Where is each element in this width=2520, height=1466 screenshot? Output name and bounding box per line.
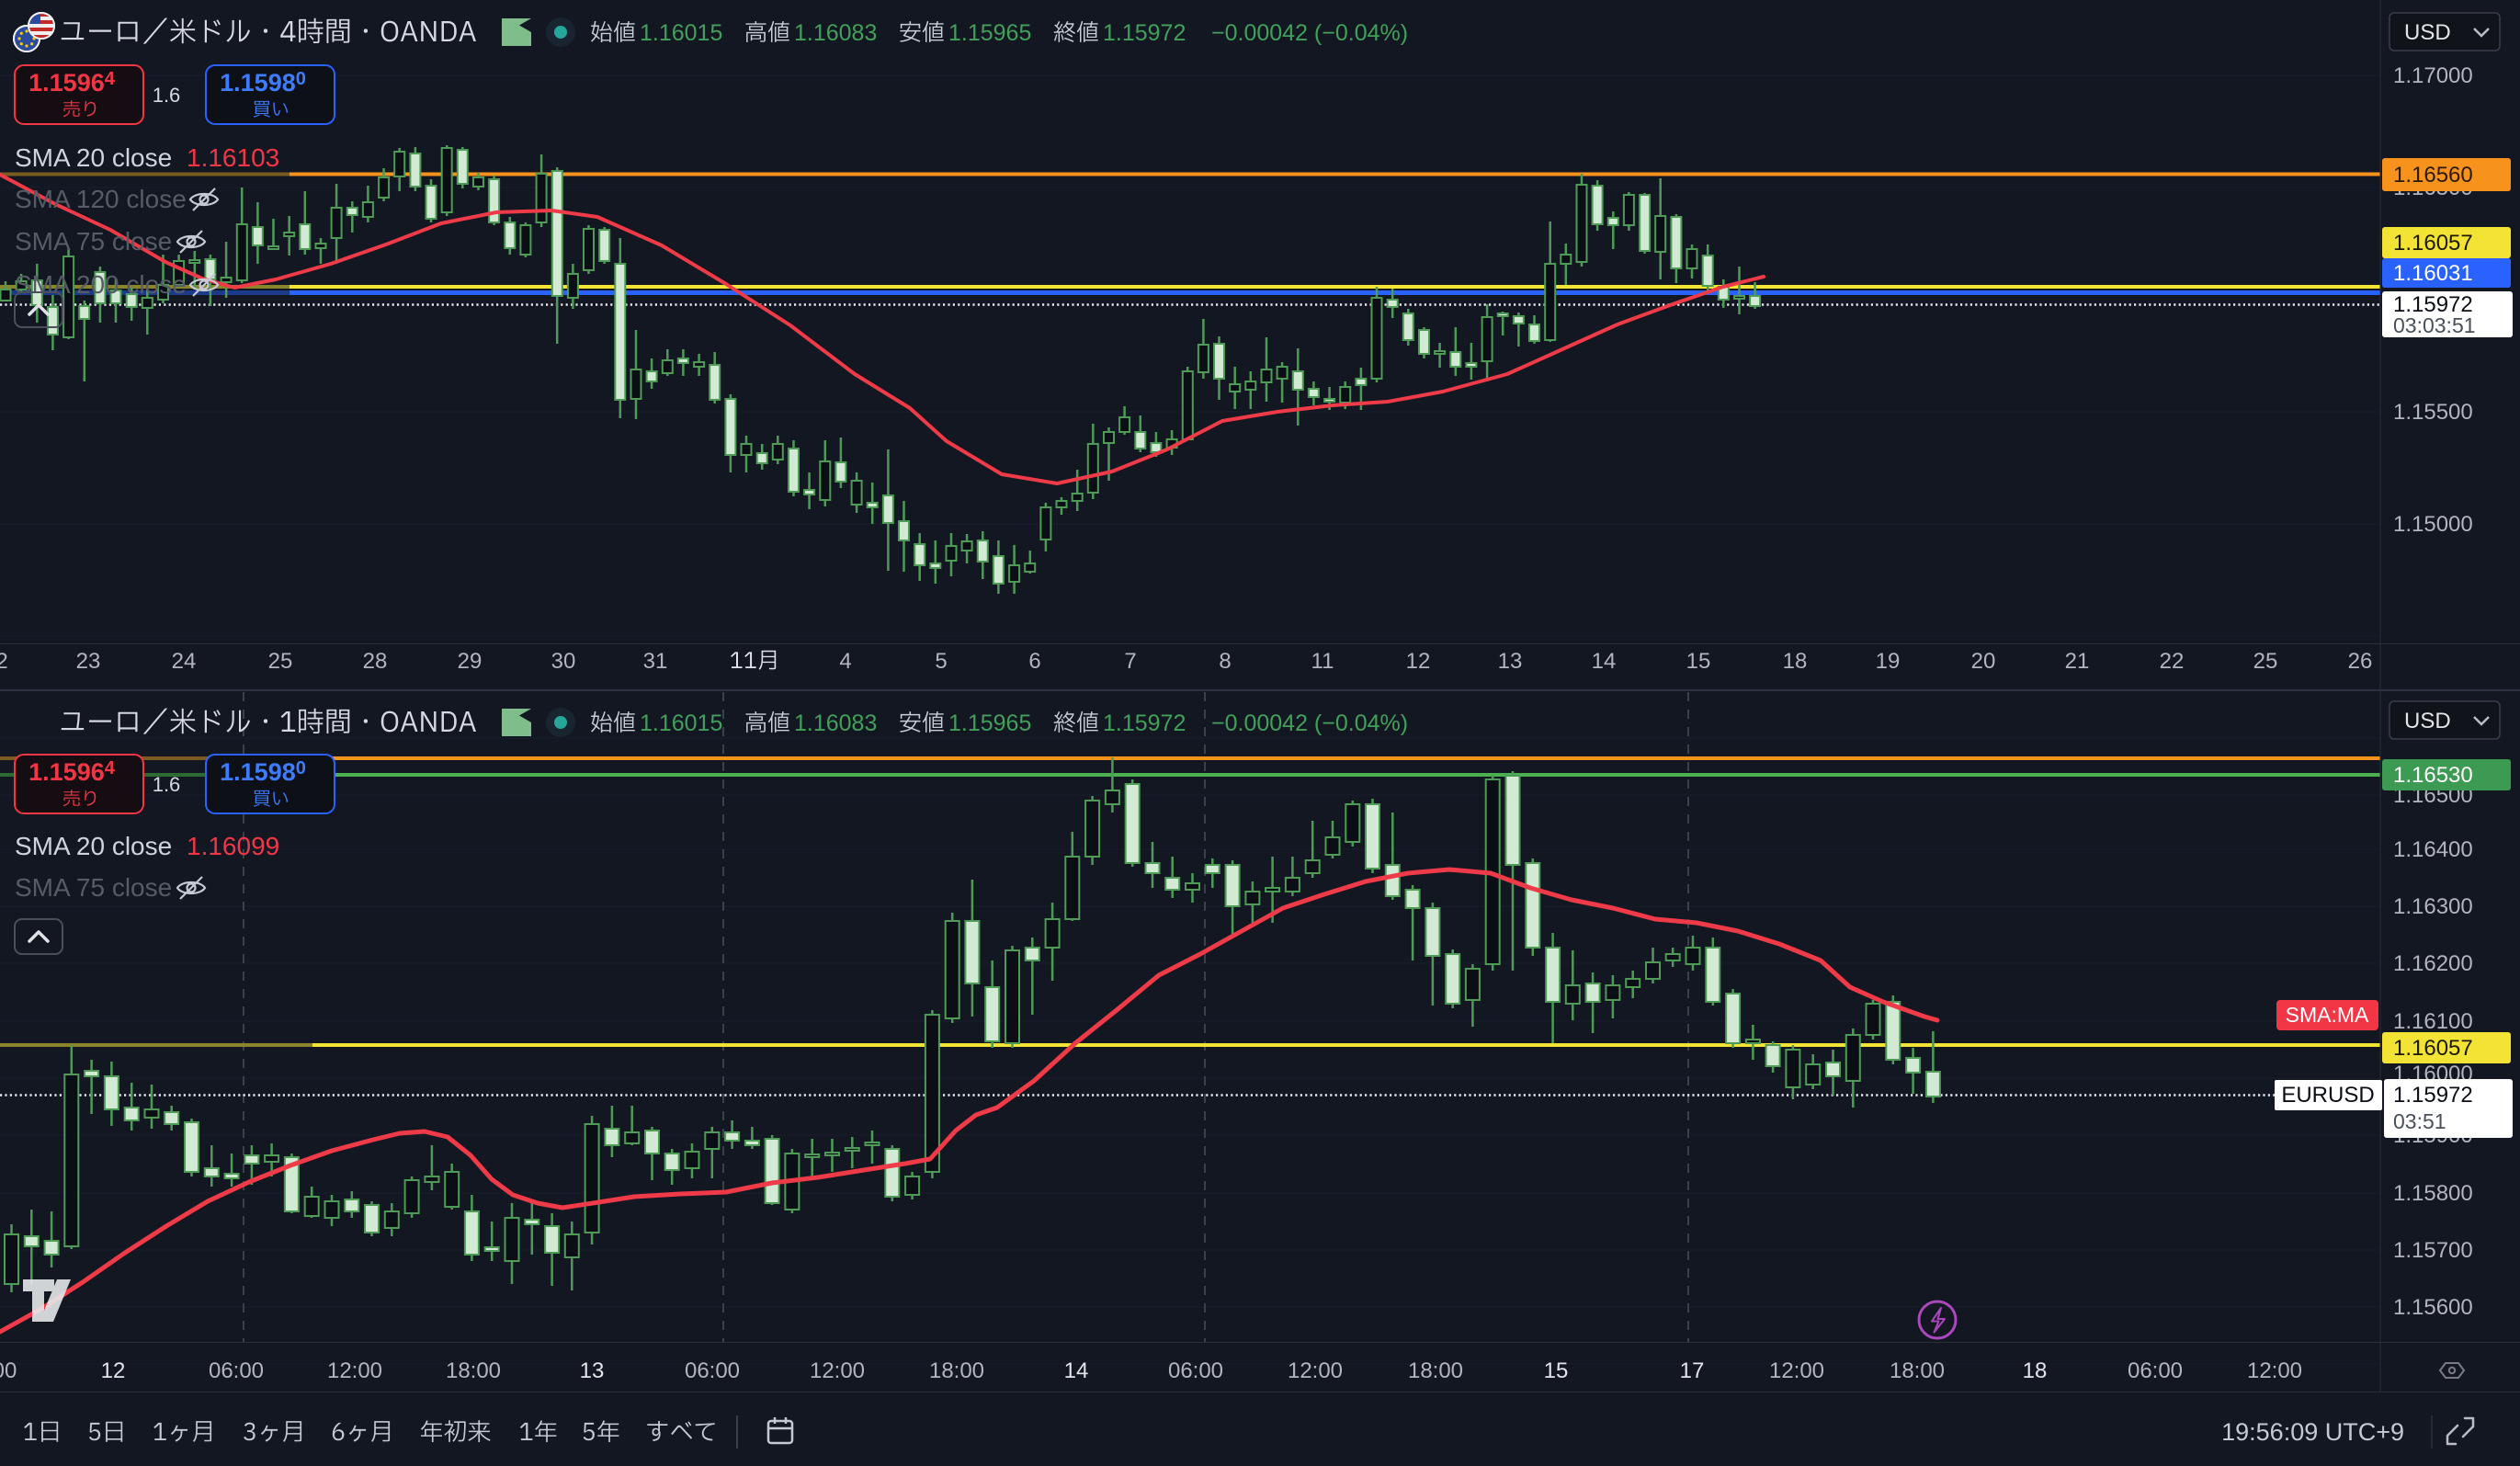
svg-text:1.15500: 1.15500: [2393, 400, 2473, 425]
svg-text:17: 17: [1680, 1358, 1705, 1383]
svg-text:12:00: 12:00: [810, 1358, 865, 1383]
svg-text:USD: USD: [2404, 20, 2451, 45]
svg-text:−0.00042 (−0.04%): −0.00042 (−0.04%): [1211, 710, 1408, 736]
svg-text:18: 18: [2023, 1358, 2048, 1383]
svg-text:1.17000: 1.17000: [2393, 63, 2473, 88]
svg-text:14: 14: [1064, 1358, 1089, 1383]
svg-text:1.15972: 1.15972: [1103, 710, 1186, 736]
svg-text:19:56:09 UTC+9: 19:56:09 UTC+9: [2221, 1418, 2404, 1446]
svg-text:SMA:MA: SMA:MA: [2286, 1003, 2369, 1027]
svg-text:31: 31: [643, 649, 668, 674]
svg-text:5: 5: [935, 649, 947, 674]
svg-text:25: 25: [268, 649, 293, 674]
svg-text:1.15600: 1.15600: [2393, 1295, 2473, 1320]
svg-text:18:00: 18:00: [1890, 1358, 1945, 1383]
svg-text:SMA 120 close: SMA 120 close: [15, 185, 187, 213]
svg-text:1.16057: 1.16057: [2393, 1036, 2473, 1061]
svg-text:30: 30: [551, 649, 576, 674]
svg-text:06:00: 06:00: [2128, 1358, 2183, 1383]
svg-text:1.15964: 1.15964: [28, 69, 116, 97]
svg-text:1.16057: 1.16057: [2393, 231, 2473, 256]
svg-text:1.6: 1.6: [153, 84, 181, 107]
svg-text:11: 11: [1311, 649, 1334, 674]
svg-text:20: 20: [1971, 649, 1996, 674]
svg-text:06:00: 06:00: [209, 1358, 264, 1383]
svg-text:2: 2: [0, 649, 8, 674]
svg-text:7: 7: [1124, 649, 1136, 674]
svg-text:22: 22: [2160, 649, 2185, 674]
svg-text:18: 18: [1783, 649, 1808, 674]
svg-text:SMA 200 close: SMA 200 close: [15, 270, 187, 299]
svg-text:6: 6: [1028, 649, 1040, 674]
svg-text:21: 21: [2065, 649, 2090, 674]
svg-text:SMA 75 close: SMA 75 close: [15, 873, 172, 902]
svg-text:SMA 20 close: SMA 20 close: [15, 143, 172, 172]
svg-text:25: 25: [2253, 649, 2278, 674]
svg-text:12:00: 12:00: [1769, 1358, 1824, 1383]
svg-text:29: 29: [458, 649, 482, 674]
svg-text:−0.00042 (−0.04%): −0.00042 (−0.04%): [1211, 20, 1408, 46]
svg-text:1.16083: 1.16083: [794, 710, 877, 736]
svg-text:USD: USD: [2404, 709, 2451, 733]
svg-text:1.15972: 1.15972: [2393, 292, 2473, 317]
svg-text:1.16015: 1.16015: [640, 710, 722, 736]
svg-text:1.16100: 1.16100: [2393, 1009, 2473, 1034]
svg-text:1.16200: 1.16200: [2393, 951, 2473, 976]
svg-text:12: 12: [1406, 649, 1431, 674]
svg-text:12:00: 12:00: [327, 1358, 382, 1383]
svg-text:1.15965: 1.15965: [948, 710, 1031, 736]
svg-text:12:00: 12:00: [1288, 1358, 1343, 1383]
svg-text:1.15800: 1.15800: [2393, 1181, 2473, 1206]
svg-text:13: 13: [580, 1358, 605, 1383]
svg-text:8: 8: [1219, 649, 1231, 674]
svg-text:12: 12: [101, 1358, 126, 1383]
svg-text:1.16530: 1.16530: [2393, 763, 2473, 788]
svg-text:4: 4: [839, 649, 851, 674]
svg-text:06:00: 06:00: [685, 1358, 740, 1383]
svg-text:12:00: 12:00: [2247, 1358, 2302, 1383]
svg-text:00: 00: [0, 1358, 17, 1383]
svg-text:1.6: 1.6: [153, 773, 181, 796]
svg-text:24: 24: [172, 649, 197, 674]
svg-text:1.16103: 1.16103: [187, 143, 279, 172]
svg-text:1.16560: 1.16560: [2393, 163, 2473, 188]
svg-text:15: 15: [1686, 649, 1711, 674]
svg-text:13: 13: [1498, 649, 1523, 674]
svg-text:18:00: 18:00: [1408, 1358, 1463, 1383]
svg-text:1.16099: 1.16099: [187, 832, 279, 860]
svg-text:SMA 75 close: SMA 75 close: [15, 227, 172, 256]
svg-text:1.15000: 1.15000: [2393, 512, 2473, 537]
svg-text:1.16083: 1.16083: [794, 20, 877, 46]
svg-text:1.15965: 1.15965: [948, 20, 1031, 46]
svg-text:15: 15: [1544, 1358, 1569, 1383]
svg-text:28: 28: [363, 649, 388, 674]
svg-text:1.15972: 1.15972: [1103, 20, 1186, 46]
svg-text:18:00: 18:00: [446, 1358, 501, 1383]
svg-text:19: 19: [1876, 649, 1901, 674]
svg-text:1.15700: 1.15700: [2393, 1238, 2473, 1263]
svg-text:1.16015: 1.16015: [640, 20, 722, 46]
svg-text:14: 14: [1592, 649, 1617, 674]
svg-text:1.16400: 1.16400: [2393, 837, 2473, 862]
svg-text:SMA 20 close: SMA 20 close: [15, 832, 172, 860]
svg-text:26: 26: [2348, 649, 2373, 674]
svg-text:03:03:51: 03:03:51: [2393, 313, 2476, 337]
svg-text:1.15980: 1.15980: [220, 758, 306, 786]
svg-text:1.15964: 1.15964: [28, 758, 116, 786]
svg-text:18:00: 18:00: [929, 1358, 984, 1383]
svg-text:03:51: 03:51: [2393, 1109, 2446, 1133]
svg-text:23: 23: [76, 649, 101, 674]
svg-text:1.16300: 1.16300: [2393, 894, 2473, 919]
svg-text:06:00: 06:00: [1168, 1358, 1223, 1383]
svg-text:EURUSD: EURUSD: [2281, 1083, 2374, 1108]
svg-text:1.16031: 1.16031: [2393, 261, 2473, 286]
svg-text:1.15980: 1.15980: [220, 69, 306, 97]
svg-text:1.15972: 1.15972: [2393, 1083, 2473, 1108]
